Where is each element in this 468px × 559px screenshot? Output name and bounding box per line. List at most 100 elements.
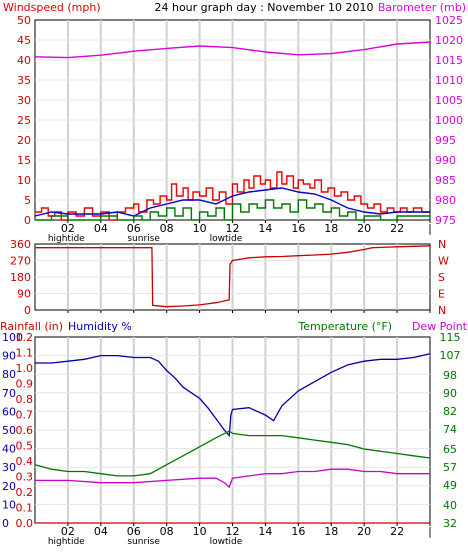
temp-ytick-label: 74: [443, 423, 457, 436]
hum-xtick-label: 20: [357, 525, 371, 538]
dir-ytick-label: 270: [10, 255, 31, 268]
hum-series-humidity: [35, 353, 431, 438]
temp-axis-title: Temperature (°F): [297, 320, 392, 333]
hum-xtick-label: 12: [226, 525, 240, 538]
temp-ytick-label: 40: [443, 499, 457, 512]
hum-series-dewpoint: [35, 468, 430, 489]
hum-xtick-label: 10: [193, 525, 207, 538]
rain-ytick-label: 0.8: [16, 393, 34, 406]
hum-xtick-label: 06: [127, 525, 141, 538]
baro-ytick-label: 1000: [435, 114, 463, 127]
wind-xtick-label: 06: [127, 222, 141, 235]
humidity-axis-title: Humidity %: [68, 320, 132, 333]
humidity-ytick-label: 20: [2, 480, 16, 493]
temp-ytick-label: 90: [443, 387, 457, 400]
dir-compass-label: N: [438, 238, 446, 251]
wind-xtick-label: 08: [160, 222, 174, 235]
baro-ytick-label: 990: [435, 154, 456, 167]
hum-series-temperature: [34, 430, 431, 477]
rain-ytick-label: 1.2: [16, 331, 34, 344]
wind-marker-sunrise: sunrise: [127, 234, 160, 244]
baro-ytick-label: 1025: [435, 14, 463, 27]
wind-series-gust: [35, 171, 430, 221]
hum-marker-lowtide: lowtide: [210, 537, 243, 547]
baro-axis-title: Barometer (mb): [378, 1, 466, 14]
wind-ytick-label: 5: [24, 194, 31, 207]
rain-ytick-label: 0.0: [16, 517, 34, 530]
rain-ytick-label: 0.4: [16, 455, 34, 468]
wind-xtick-label: 12: [226, 222, 240, 235]
humidity-ytick-label: 0: [2, 517, 9, 530]
wind-ytick-label: 15: [17, 154, 31, 167]
humidity-ytick-label: 70: [2, 387, 16, 400]
temp-ytick-label: 115: [440, 331, 461, 344]
baro-ytick-label: 1005: [435, 94, 463, 107]
hum-xtick-label: |: [428, 525, 432, 538]
wind-ytick-label: 35: [17, 74, 31, 87]
wind-xtick-label: 04: [94, 222, 108, 235]
rain-ytick-label: 0.9: [16, 378, 34, 391]
wind-xtick-label: 10: [193, 222, 207, 235]
rain-ytick-label: 0.7: [16, 409, 34, 422]
chart-title: 24 hour graph day : November 10 2010: [154, 1, 373, 14]
humidity-temp-panel: 0 10 20 30 40 50 60 70 80 90 100 0.0 0.1 0.2 0.3 0.4 0.5…: [2, 331, 461, 547]
wind-series-baro: [34, 41, 431, 59]
rain-ytick-label: 0.3: [16, 471, 34, 484]
wind-ytick-label: 10: [17, 174, 31, 187]
rain-ytick-label: 1.1: [16, 347, 34, 360]
rain-ytick-label: 1.0: [16, 362, 34, 375]
dir-compass-label: N: [438, 304, 446, 317]
dir-ytick-label: 90: [17, 288, 31, 301]
baro-ytick-label: 1020: [435, 34, 463, 47]
wind-xtick-label: 20: [357, 222, 371, 235]
wind-xtick-label: 22: [390, 222, 404, 235]
humidity-ytick-label: 100: [2, 331, 23, 344]
humidity-ytick-label: 80: [2, 368, 16, 381]
hum-marker-sunrise: sunrise: [127, 537, 160, 547]
baro-ytick-label: 995: [435, 134, 456, 147]
temp-ytick-label: 65: [443, 443, 457, 456]
humidity-ytick-label: 90: [2, 350, 16, 363]
dir-compass-label: S: [438, 271, 445, 284]
dir-compass-label: E: [438, 288, 445, 301]
hum-xtick-label: 04: [94, 525, 108, 538]
baro-ytick-label: 1010: [435, 74, 463, 87]
humidity-ytick-label: 10: [2, 498, 16, 511]
humidity-ytick-label: 40: [2, 443, 16, 456]
dewpoint-axis-title: Dew Point: [412, 320, 468, 333]
dir-compass-label: W: [438, 255, 449, 268]
wind-xtick-label: 02: [61, 222, 75, 235]
temp-ytick-label: 49: [443, 479, 457, 492]
wind-ytick-label: 0: [24, 214, 31, 227]
wind-xtick-label: |: [428, 222, 432, 235]
wind-marker-hightide: hightide: [48, 234, 85, 244]
wind-ytick-label: 30: [17, 94, 31, 107]
temp-ytick-label: 82: [443, 405, 457, 418]
humidity-ytick-label: 50: [2, 424, 16, 437]
hum-marker-hightide: hightide: [48, 537, 85, 547]
wind-xtick-label: 18: [324, 222, 338, 235]
rain-ytick-label: 0.6: [16, 424, 34, 437]
dir-series-dir: [35, 245, 431, 308]
wind-xtick-label: 14: [258, 222, 272, 235]
rain-ytick-label: 0.1: [16, 502, 34, 515]
dir-ytick-label: 180: [10, 271, 31, 284]
wind-ytick-label: 40: [17, 54, 31, 67]
temp-ytick-label: 32: [443, 517, 457, 530]
hum-xtick-label: 18: [324, 525, 338, 538]
baro-ytick-label: 975: [435, 214, 456, 227]
baro-ytick-label: 1015: [435, 54, 463, 67]
wind-axis-title: Windspeed (mph): [3, 1, 101, 14]
baro-ytick-label: 985: [435, 174, 456, 187]
wind-ytick-label: 20: [17, 134, 31, 147]
rain-axis-title: Rainfall (in): [0, 320, 63, 333]
baro-ytick-label: 980: [435, 194, 456, 207]
temp-ytick-label: 98: [443, 369, 457, 382]
dir-ytick-label: 0: [24, 304, 31, 317]
wind-series-windlow: [35, 199, 430, 221]
wind-marker-lowtide: lowtide: [210, 234, 243, 244]
hum-xtick-label: 08: [160, 525, 174, 538]
